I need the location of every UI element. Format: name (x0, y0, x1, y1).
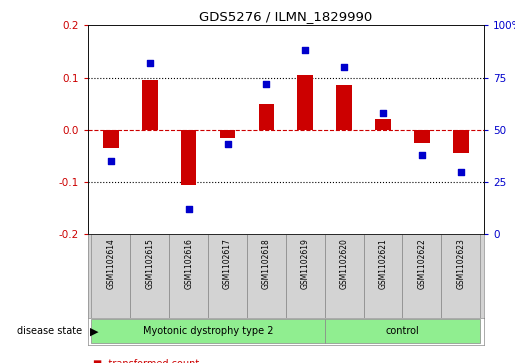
Text: GSM1102618: GSM1102618 (262, 238, 271, 289)
Point (184, 206, 193, 212)
Point (107, 158, 115, 164)
Bar (181, 130, 196, 184)
Bar (375, 119, 391, 130)
Bar (324, 319, 480, 343)
Title: GDS5276 / ILMN_1829990: GDS5276 / ILMN_1829990 (199, 10, 372, 23)
Bar (324, 234, 364, 318)
Point (301, 48, 310, 53)
Bar (92, 319, 324, 343)
Point (262, 81, 270, 87)
Bar (364, 234, 402, 318)
Bar (130, 234, 169, 318)
Point (146, 60, 154, 66)
Text: GSM1102616: GSM1102616 (184, 238, 193, 289)
Bar (336, 85, 352, 130)
Point (224, 142, 232, 147)
Bar (402, 234, 441, 318)
Bar (286, 234, 324, 318)
Bar (259, 104, 274, 130)
Point (340, 64, 348, 70)
Text: GSM1102621: GSM1102621 (379, 238, 387, 289)
Point (457, 168, 465, 175)
Bar (92, 234, 130, 318)
Text: disease state: disease state (18, 326, 82, 336)
Bar (298, 75, 313, 130)
Text: GSM1102623: GSM1102623 (456, 238, 465, 289)
Bar (208, 234, 247, 318)
Point (379, 110, 387, 116)
Text: GSM1102619: GSM1102619 (301, 238, 310, 289)
Text: GSM1102617: GSM1102617 (223, 238, 232, 289)
Text: GSM1102615: GSM1102615 (145, 238, 154, 289)
Text: GSM1102614: GSM1102614 (107, 238, 115, 289)
Bar (169, 234, 208, 318)
Text: Myotonic dystrophy type 2: Myotonic dystrophy type 2 (143, 326, 273, 336)
Bar (453, 130, 469, 153)
Bar (414, 130, 430, 143)
Bar (220, 130, 235, 138)
Bar (103, 130, 118, 148)
Text: ■  transformed count: ■ transformed count (93, 359, 199, 363)
Bar (247, 234, 286, 318)
Text: GSM1102622: GSM1102622 (417, 238, 426, 289)
Text: ▶: ▶ (90, 326, 99, 336)
Point (418, 152, 426, 158)
Bar (142, 80, 158, 130)
Text: control: control (386, 326, 419, 336)
Bar (441, 234, 480, 318)
Text: GSM1102620: GSM1102620 (339, 238, 349, 289)
